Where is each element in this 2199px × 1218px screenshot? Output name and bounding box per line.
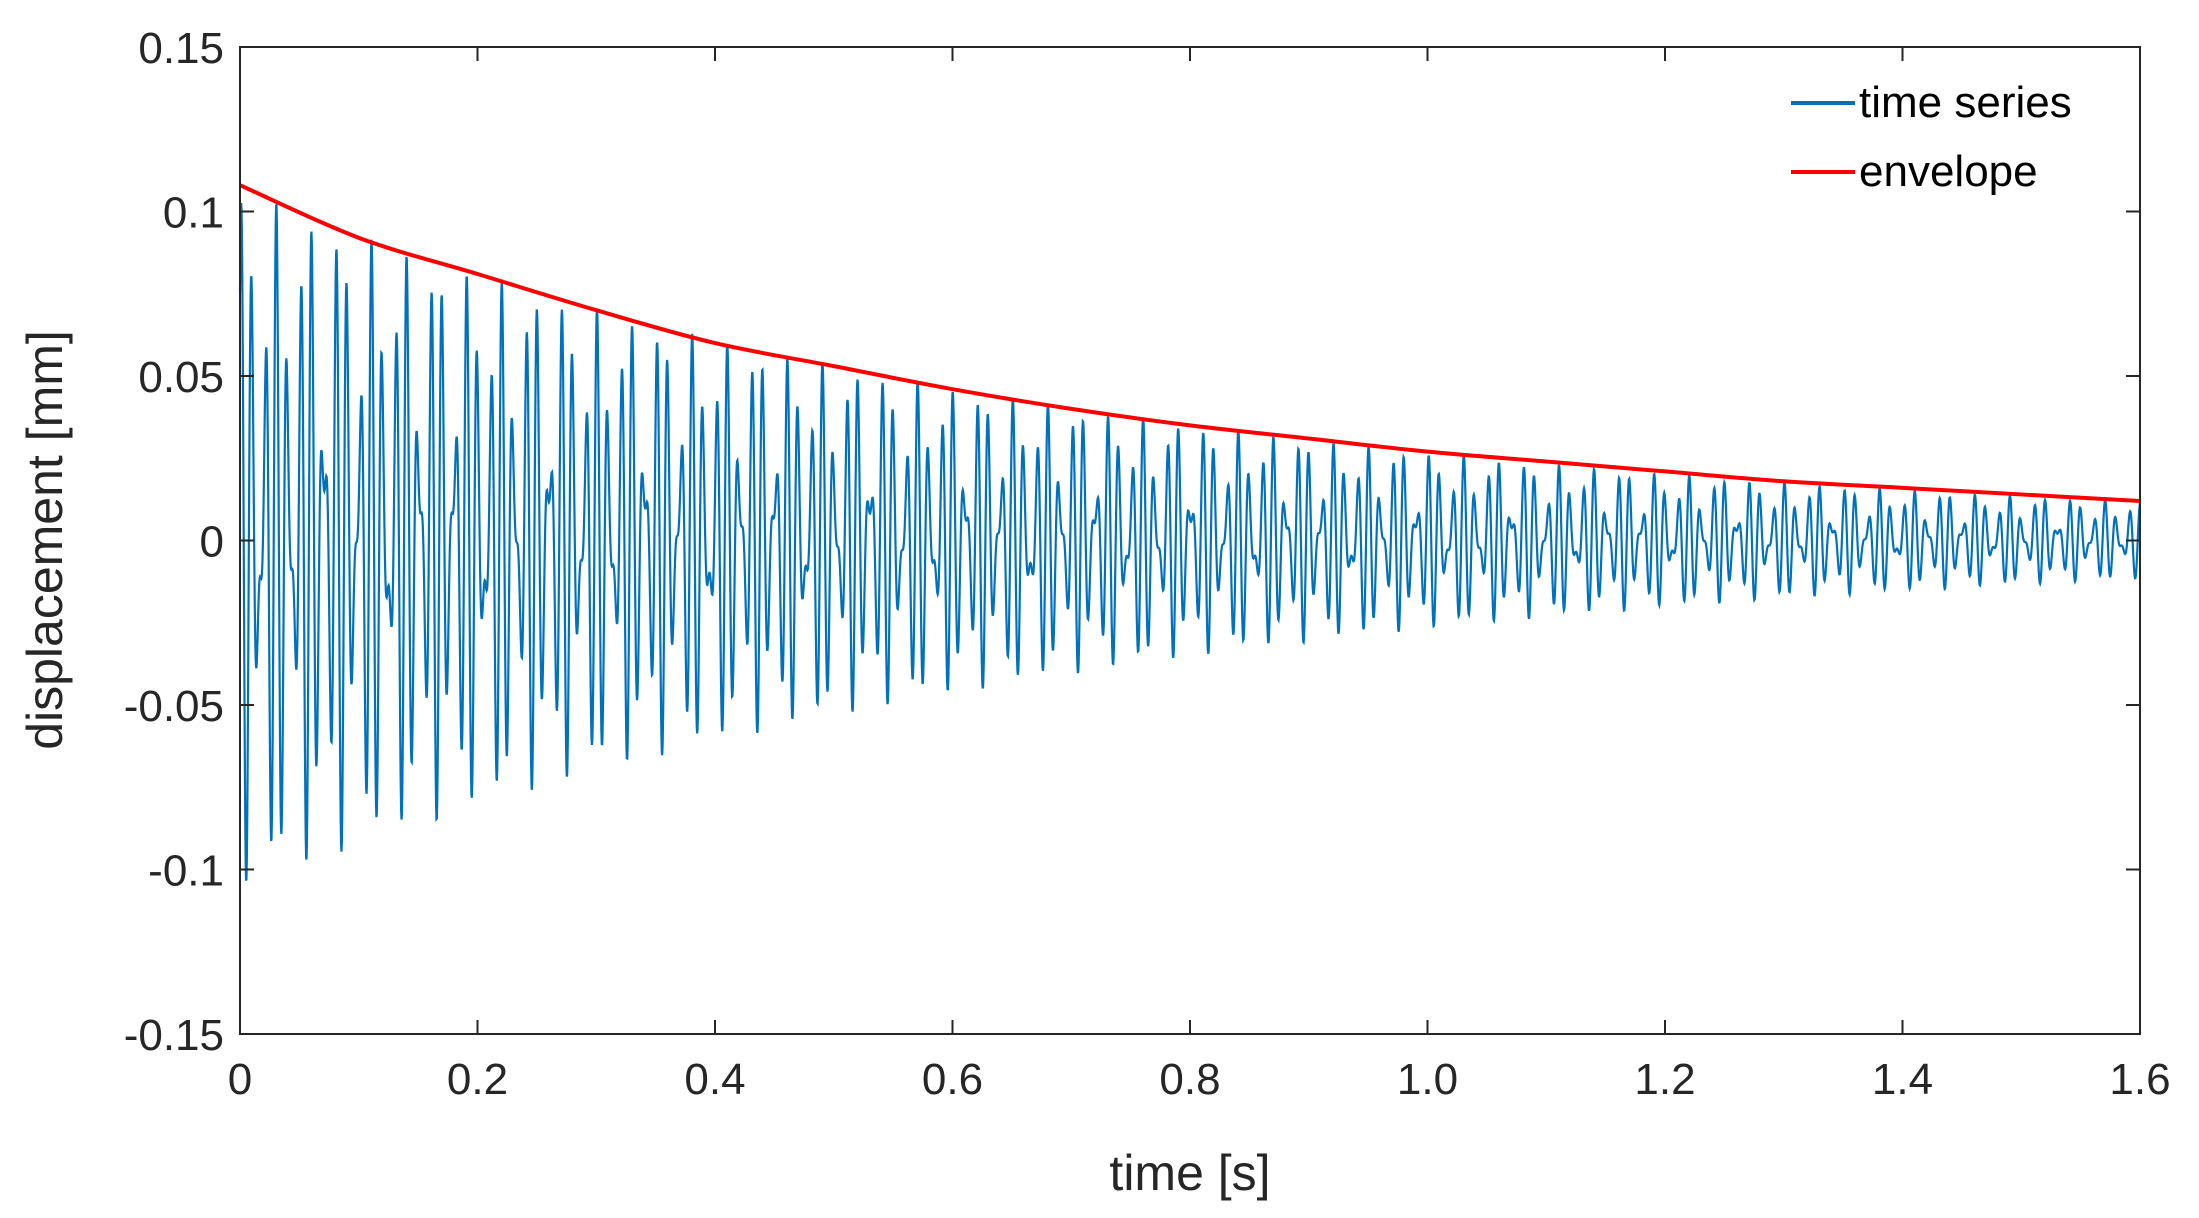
series-layer <box>238 183 2142 881</box>
legend-label-envelope: envelope <box>1859 147 2038 196</box>
legend-label-time-series: time series <box>1859 78 2072 127</box>
y-tick-label: 0.15 <box>138 24 224 73</box>
x-tick-label: 0 <box>228 1055 252 1104</box>
series-time-series-line <box>238 201 2142 881</box>
x-tick-label: 0.2 <box>447 1055 508 1104</box>
x-axis-label: time [s] <box>1109 1145 1270 1201</box>
legend: time series envelope <box>1791 78 2072 196</box>
x-tick-label: 1.4 <box>1872 1055 1933 1104</box>
x-tick-label: 0.6 <box>922 1055 983 1104</box>
x-tick-label: 0.8 <box>1159 1055 1220 1104</box>
y-tick-label: 0.1 <box>163 189 224 238</box>
y-tick-label: -0.05 <box>124 682 224 731</box>
y-tick-label: -0.1 <box>148 847 224 896</box>
x-tick-label: 0.4 <box>684 1055 745 1104</box>
y-axis-label: displacement [mm] <box>17 330 73 750</box>
x-tick-label: 1.0 <box>1397 1055 1458 1104</box>
series-envelope-line <box>239 183 2141 504</box>
x-tick-label: 1.2 <box>1634 1055 1695 1104</box>
x-tick-label: 1.6 <box>2109 1055 2170 1104</box>
plot-background <box>240 47 2140 1034</box>
ticks-layer <box>239 46 2141 1035</box>
tick-labels-layer: 0 0.2 0.4 0.6 0.8 1.0 1.2 1.4 1.6 -0.15 -0.1 -0.05 0… <box>124 24 2171 1104</box>
y-tick-label: 0.05 <box>138 353 224 402</box>
y-tick-label: 0 <box>200 518 224 567</box>
y-tick-label: -0.15 <box>124 1011 224 1060</box>
